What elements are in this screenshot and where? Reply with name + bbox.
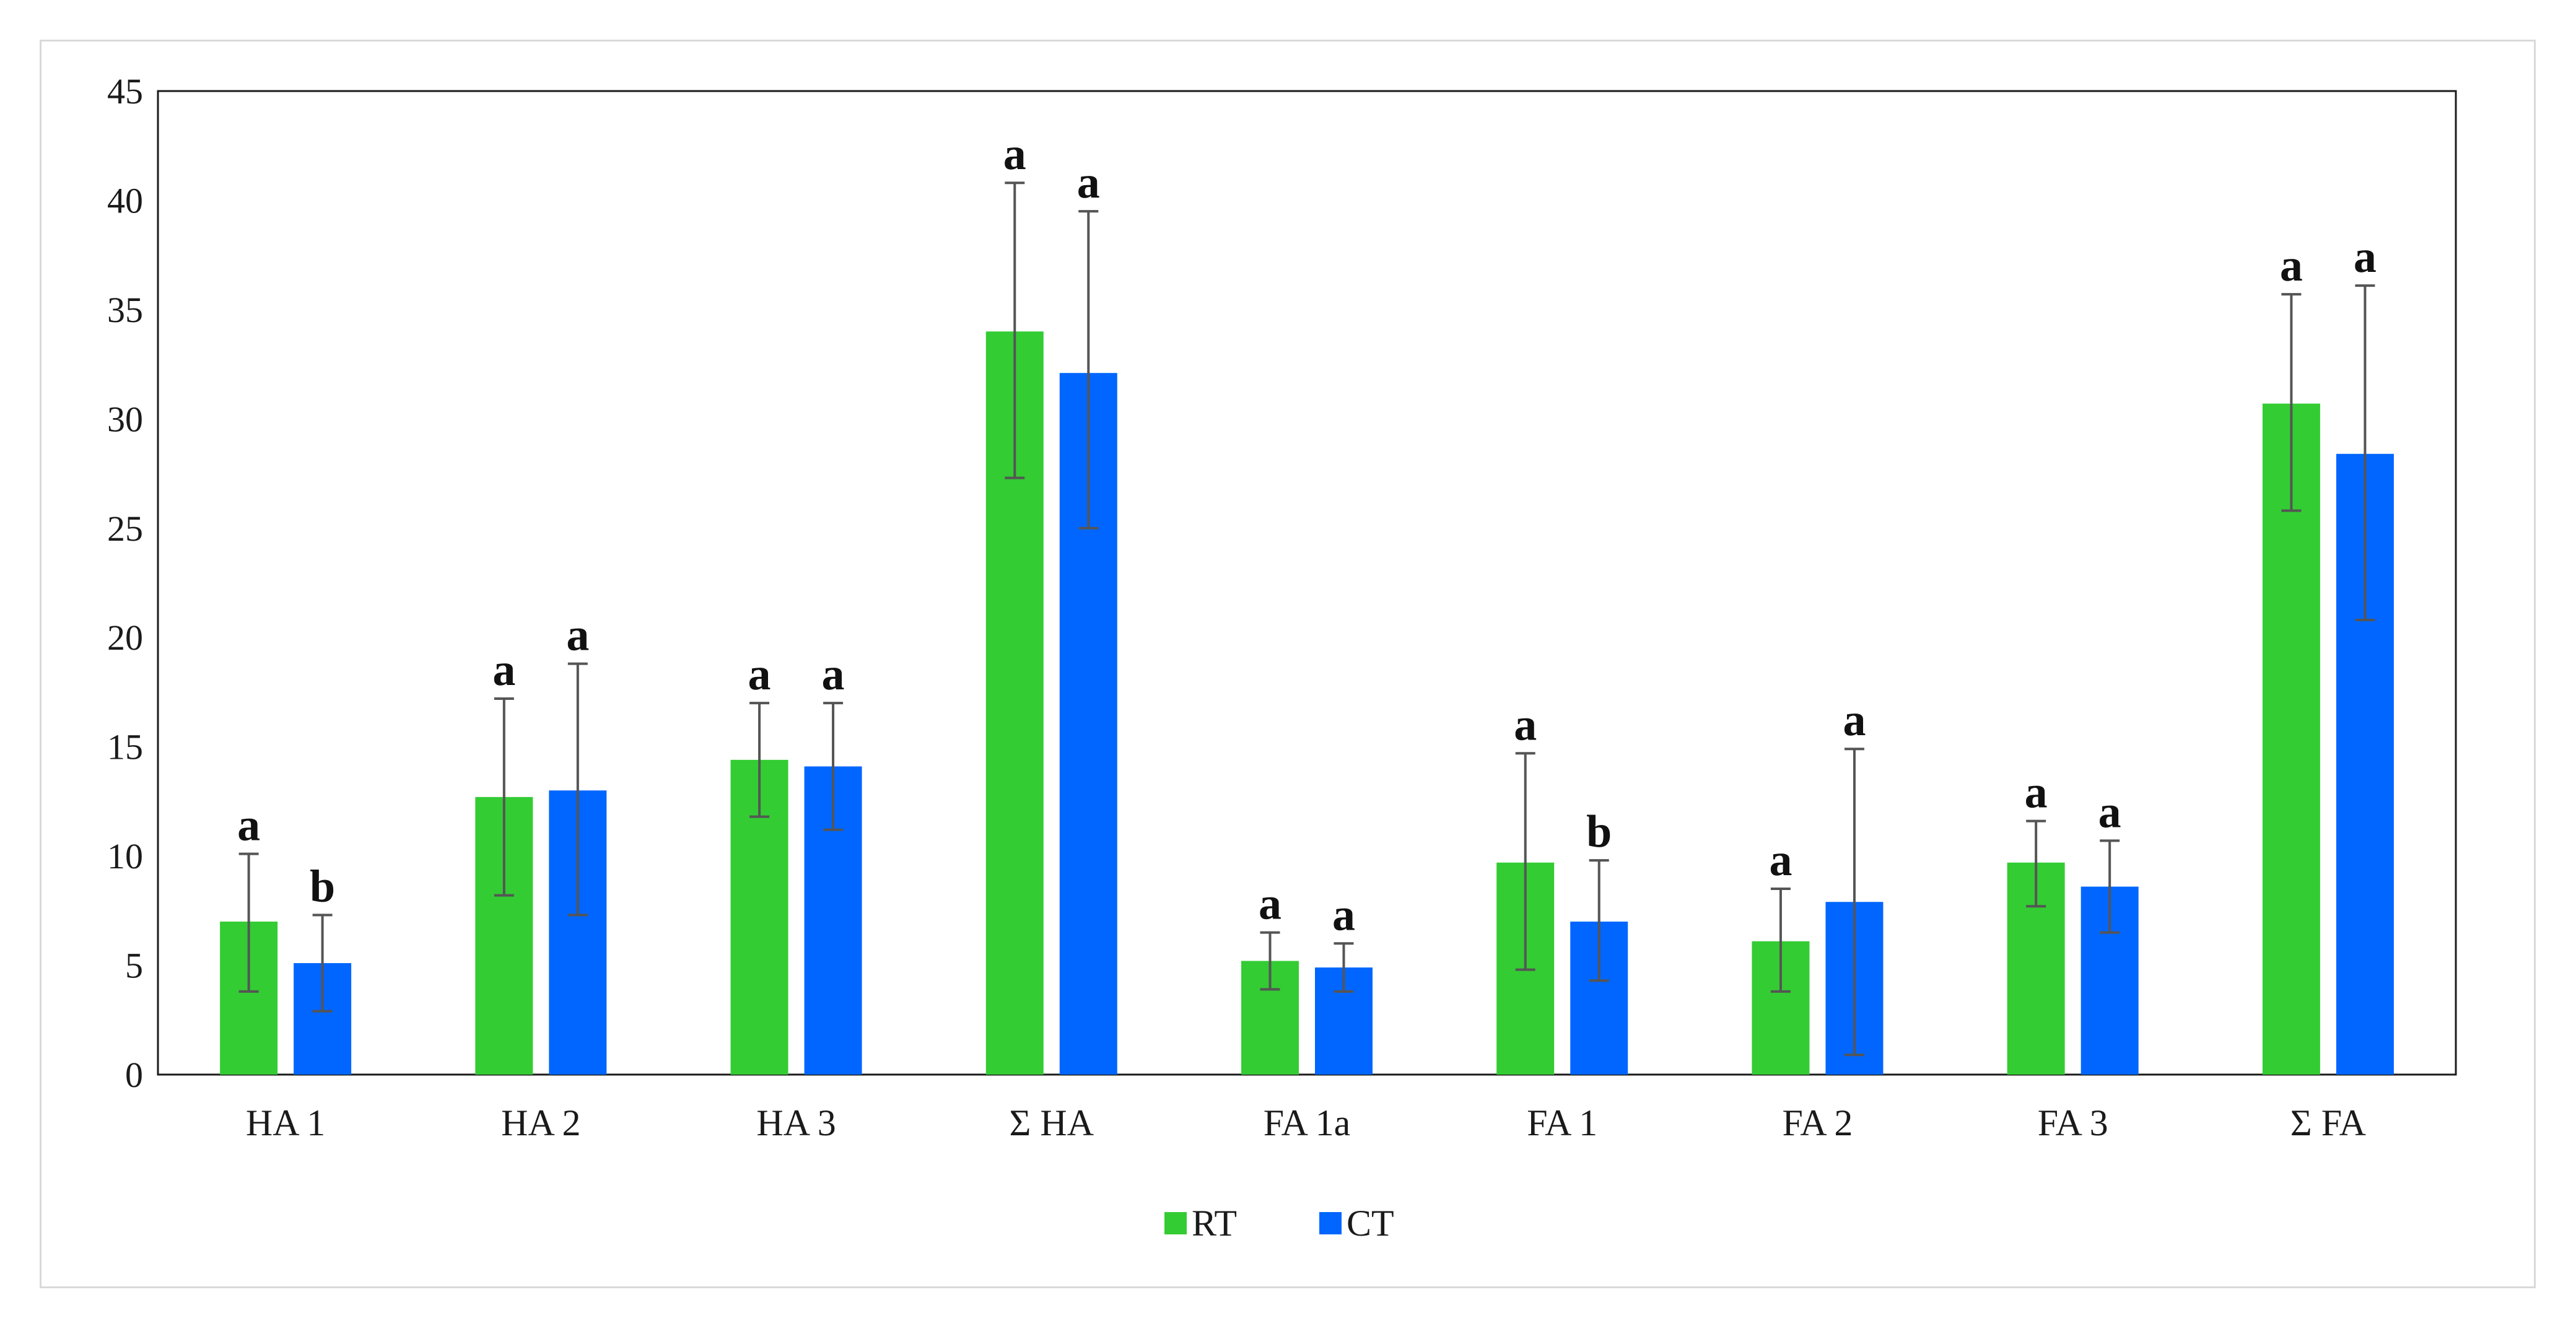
x-tick-label: FA 1a [1264, 1102, 1351, 1143]
y-tick-label: 30 [107, 399, 143, 439]
x-tick-label: HA 3 [756, 1102, 836, 1143]
significance-label: a [748, 649, 771, 700]
x-tick-label: FA 1 [1527, 1102, 1597, 1143]
x-tick-label: Σ FA [2290, 1102, 2366, 1143]
x-axis-labels: HA 1 HA 2 HA 3 Σ HA FA 1a FA 1 FA 2 FA 3 Σ FA [246, 1102, 2366, 1143]
y-tick-label: 45 [107, 71, 143, 111]
y-tick-label: 25 [107, 508, 143, 549]
significance-label: a [2354, 232, 2377, 282]
significance-label: b [310, 861, 335, 912]
legend: RT CT [1164, 1203, 1394, 1244]
x-tick-label: HA 2 [501, 1102, 580, 1143]
y-tick-label: 15 [107, 727, 143, 767]
x-tick-label: HA 1 [246, 1102, 325, 1143]
legend-swatch-ct [1319, 1212, 1342, 1234]
y-tick-label: 40 [107, 180, 143, 220]
significance-label: b [1586, 806, 1612, 857]
significance-label: a [1843, 695, 1866, 746]
legend-label-ct: CT [1347, 1203, 1394, 1244]
y-tick-label: 20 [107, 617, 143, 658]
x-tick-label: FA 2 [1782, 1102, 1853, 1143]
significance-label: a [2280, 240, 2303, 291]
significance-label: a [1003, 129, 1026, 180]
significance-label: a [566, 610, 589, 661]
significance-label: a [2098, 787, 2121, 837]
significance-label: a [1514, 699, 1537, 750]
legend-swatch-rt [1164, 1212, 1187, 1234]
significance-label: a [1332, 889, 1355, 940]
y-tick-label: 10 [107, 836, 143, 876]
significance-label: a [2025, 767, 2048, 818]
y-axis-ticks: 0 5 10 15 20 25 30 35 40 45 [107, 71, 143, 1095]
y-tick-label: 0 [125, 1055, 143, 1095]
y-tick-label: 35 [107, 290, 143, 330]
significance-label: a [492, 645, 515, 696]
significance-label: a [237, 800, 260, 851]
significance-label: a [822, 649, 845, 700]
x-tick-label: FA 3 [2038, 1102, 2108, 1143]
y-tick-label: 5 [125, 946, 143, 986]
x-tick-label: Σ HA [1009, 1102, 1094, 1143]
significance-label: a [1259, 879, 1281, 930]
plot-border [157, 90, 2457, 1076]
legend-label-rt: RT [1192, 1203, 1237, 1244]
significance-label: a [1769, 835, 1792, 886]
significance-label: a [1077, 157, 1100, 208]
bar-rt [2262, 403, 2320, 1075]
